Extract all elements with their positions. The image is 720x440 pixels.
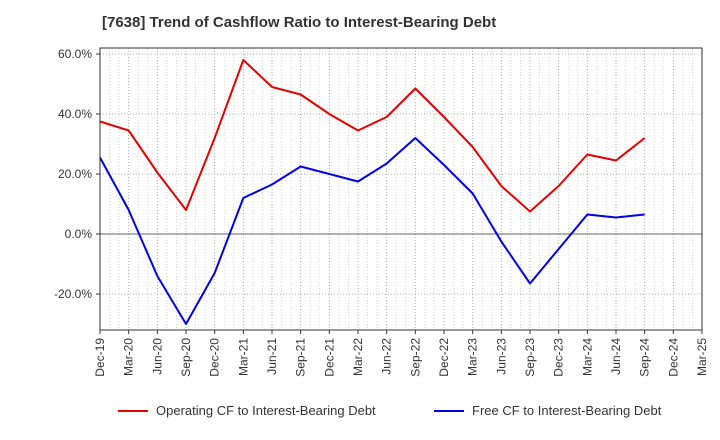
y-tick-label: 60.0% <box>58 47 92 61</box>
x-tick-label: Dec-22 <box>437 338 451 377</box>
x-tick-label: Dec-24 <box>666 338 680 377</box>
x-tick-label: Dec-20 <box>208 338 222 377</box>
x-tick-label: Jun-24 <box>609 338 623 375</box>
x-tick-label: Mar-20 <box>122 338 136 376</box>
plot-frame <box>99 47 703 331</box>
x-tick-label: Jun-20 <box>150 338 164 375</box>
x-tick-label: Sep-21 <box>294 338 308 377</box>
x-tick-label: Dec-21 <box>322 338 336 377</box>
x-tick-label: Mar-22 <box>351 338 365 376</box>
x-tick-label: Sep-23 <box>523 338 537 377</box>
legend: Operating CF to Interest-Bearing Debt Fre… <box>118 403 662 418</box>
x-tick-label: Sep-20 <box>179 338 193 377</box>
x-tick-label: Mar-21 <box>236 338 250 376</box>
axes: -20.0% 0.0% 20.0% 40.0% 60.0% Dec-19 Mar-20 Jun… <box>54 47 709 377</box>
x-tick-label: Dec-23 <box>552 338 566 377</box>
x-tick-label: Dec-19 <box>93 338 107 377</box>
series-lines <box>99 59 646 325</box>
y-tick-label: 40.0% <box>58 107 92 121</box>
x-tick-label: Jun-23 <box>494 338 508 375</box>
x-tick-label: Mar-23 <box>466 338 480 376</box>
x-tick-label: Jun-21 <box>265 338 279 375</box>
series-line-2 <box>99 137 645 325</box>
series-line-1 <box>99 59 646 213</box>
x-tick-label: Mar-25 <box>695 338 709 376</box>
y-tick-label: 20.0% <box>58 167 92 181</box>
legend-label-2: Free CF to Interest-Bearing Debt <box>472 403 662 418</box>
x-tick-label: Jun-22 <box>380 338 394 375</box>
x-tick-label: Sep-22 <box>408 338 422 377</box>
legend-label-1: Operating CF to Interest-Bearing Debt <box>156 403 376 418</box>
y-tick-label: 0.0% <box>65 227 93 241</box>
chart-title: [7638] Trend of Cashflow Ratio to Intere… <box>102 14 497 31</box>
x-tick-label: Sep-24 <box>638 338 652 377</box>
grid <box>99 48 703 330</box>
x-tick-label: Mar-24 <box>580 338 594 376</box>
y-tick-label: -20.0% <box>54 287 92 301</box>
